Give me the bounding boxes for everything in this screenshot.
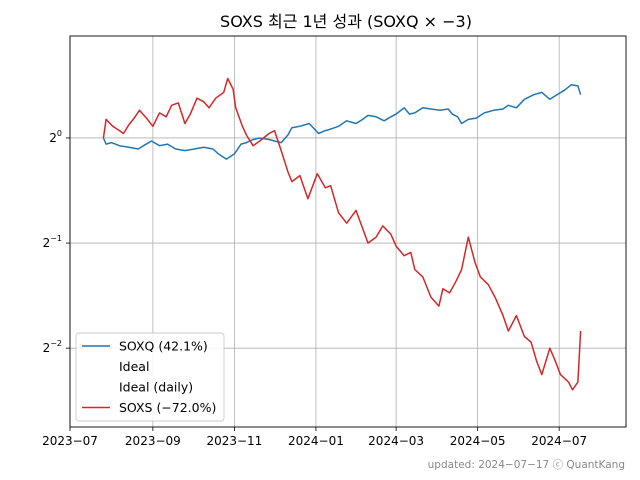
y-tick-label: 2−1 — [43, 234, 62, 250]
x-tick-label: 2023−09 — [125, 434, 181, 448]
x-tick-label: 2023−11 — [206, 434, 262, 448]
y-axis: 20 2−1 2−2 — [43, 129, 70, 355]
x-tick-label: 2024−07 — [531, 434, 587, 448]
plot-frame — [69, 35, 627, 428]
legend-label: SOXQ (42.1%) — [119, 339, 208, 354]
legend-label: SOXS (−72.0%) — [119, 400, 216, 415]
x-tick-label: 2024−01 — [288, 434, 344, 448]
x-tick-label: 2024−05 — [450, 434, 506, 448]
chart-title: SOXS 최근 1년 성과 (SOXQ × −3) — [220, 12, 472, 31]
soxq-line — [102, 84, 582, 160]
x-axis: 2023−07 2023−09 2023−11 2024−01 2024−03 2024−… — [42, 427, 587, 448]
soxs-line — [102, 77, 582, 391]
series-lines — [102, 77, 582, 391]
legend-label: Ideal — [119, 359, 149, 374]
y-tick-label: 20 — [49, 129, 62, 145]
x-tick-label: 2024−03 — [368, 434, 424, 448]
legend: SOXQ (42.1%) Ideal Ideal (daily) SOXS (−72.… — [75, 332, 225, 422]
legend-label: Ideal (daily) — [119, 380, 193, 395]
x-tick-label: 2023−07 — [42, 434, 98, 448]
y-tick-label: 2−2 — [43, 339, 62, 355]
footer-updated: updated: 2024−07−17 ⓒ QuantKang — [428, 459, 625, 471]
legend-box — [75, 332, 225, 422]
